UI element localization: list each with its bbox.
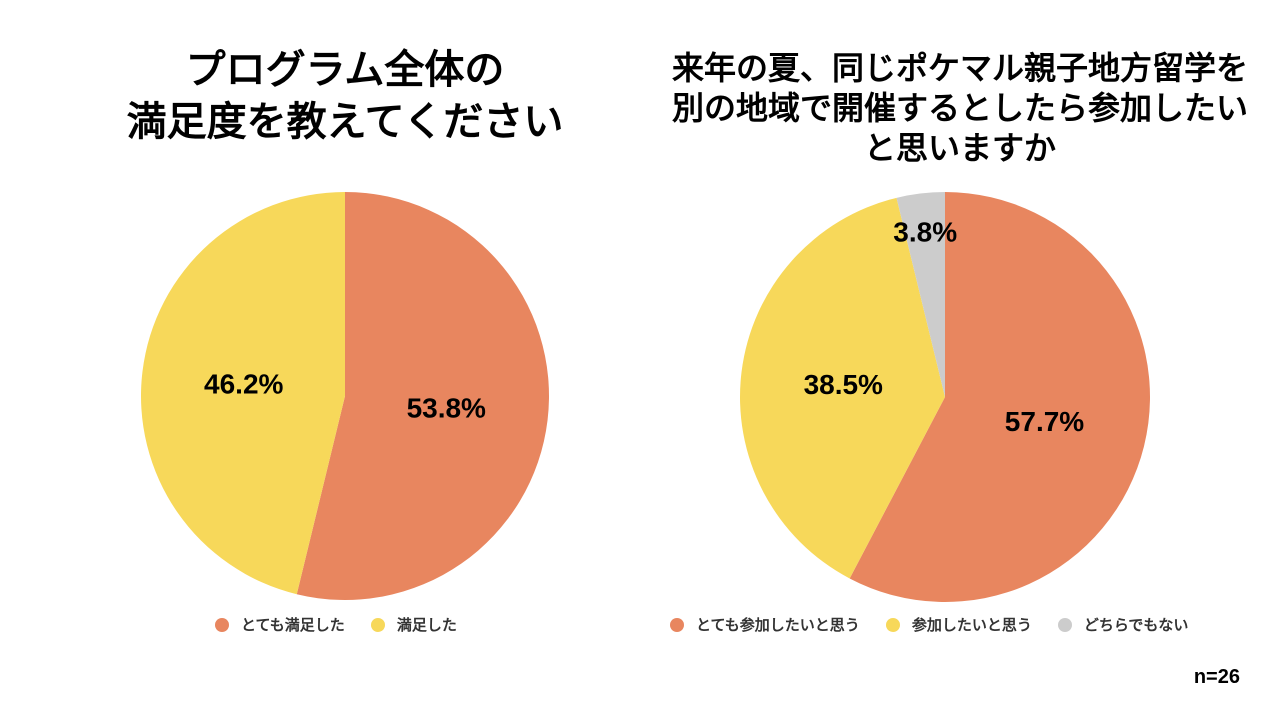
chart-panel-participation: 来年の夏、同じポケマル親子地方留学を 別の地域で開催するとしたら参加したい と思… xyxy=(640,0,1280,720)
legend-swatch xyxy=(215,617,229,632)
chart-title-line: 来年の夏、同じポケマル親子地方留学を xyxy=(671,49,1248,87)
legend-item: 参加したいと思う xyxy=(885,614,1032,635)
legend-swatch xyxy=(885,617,900,632)
legend-item: どちらでもない xyxy=(1057,614,1189,635)
pie-slice xyxy=(849,192,1150,602)
chart-legend: とても参加したいと思う 参加したいと思う どちらでもない xyxy=(670,614,1214,635)
chart-title-line: と思いますか xyxy=(863,129,1056,167)
data-label: 38.5% xyxy=(804,369,883,400)
legend-label: どちらでもない xyxy=(1083,616,1189,634)
pie-chart-participation: 57.7% 38.5% 3.8% xyxy=(740,192,1150,602)
chart-title: 来年の夏、同じポケマル親子地方留学を 別の地域で開催するとしたら参加したい と思… xyxy=(640,48,1280,168)
chart-title-line: 別の地域で開催するとしたら参加したい xyxy=(671,89,1248,127)
data-label: 3.8% xyxy=(893,217,957,248)
data-label: 46.2% xyxy=(204,368,283,399)
data-label: 57.7% xyxy=(1005,406,1084,437)
legend-item: とても満足した xyxy=(215,614,345,635)
pie-chart-satisfaction: 53.8% 46.2% xyxy=(140,192,549,600)
chart-panel-satisfaction: プログラム全体の 満足度を教えてください 53.8% 46.2% とても満足した … xyxy=(0,44,690,635)
legend-item: 満足した xyxy=(370,614,457,635)
legend-label: 満足した xyxy=(396,616,457,634)
chart-legend: とても満足した 満足した xyxy=(215,614,483,635)
pie-slice xyxy=(296,192,549,600)
sample-size-label: n=26 xyxy=(1193,666,1240,688)
legend-swatch xyxy=(1057,617,1072,632)
legend-item: とても参加したいと思う xyxy=(670,614,860,635)
pie-slice xyxy=(740,197,945,579)
legend-label: とても参加したいと思う xyxy=(696,616,860,634)
chart-title-line: プログラム全体の xyxy=(185,47,505,93)
data-label: 53.8% xyxy=(407,393,486,424)
chart-title-line: 満足度を教えてください xyxy=(126,99,564,145)
legend-swatch xyxy=(370,617,385,632)
pie-slice xyxy=(140,192,345,595)
chart-title: プログラム全体の 満足度を教えてください xyxy=(0,44,690,148)
legend-label: とても満足した xyxy=(241,616,345,634)
pie-slice xyxy=(896,192,945,397)
legend-swatch xyxy=(670,617,684,632)
legend-label: 参加したいと思う xyxy=(911,616,1032,634)
